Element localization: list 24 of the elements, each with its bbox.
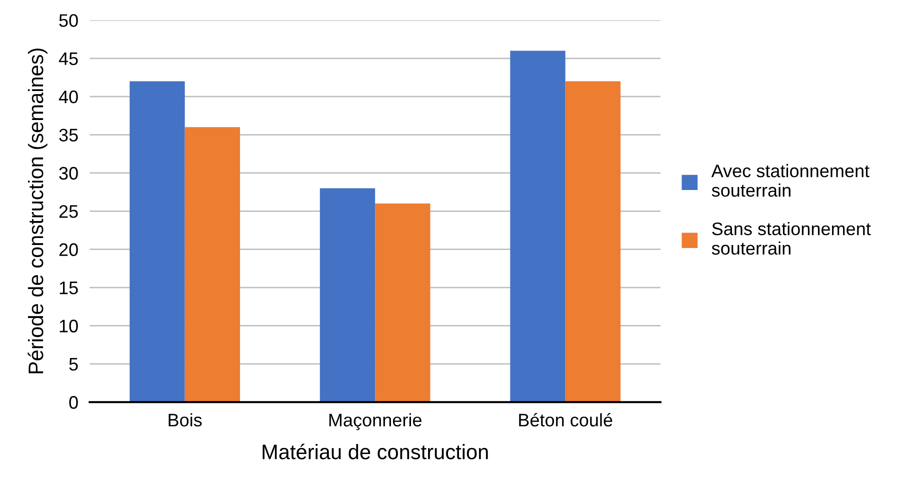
- y-tick-label: 50: [59, 14, 78, 27]
- x-tick-label: Béton coulé: [519, 413, 612, 426]
- y-tick-label: 15: [60, 282, 78, 294]
- x-tick-label: Maçonnerie: [329, 413, 422, 430]
- y-tick-label: 45: [58, 52, 78, 66]
- y-tick-label: 20: [59, 243, 78, 256]
- bar: [320, 188, 376, 402]
- bar: [130, 81, 185, 402]
- legend-label: Sans stationnement souterrain: [712, 222, 871, 255]
- bar: [184, 127, 240, 402]
- bar: [510, 50, 566, 402]
- y-tick-label: 5: [69, 358, 78, 371]
- legend-label: Avec stationnement souterrain: [711, 164, 870, 197]
- y-tick-label: 25: [59, 205, 78, 218]
- x-axis-title: Matériau de construction: [262, 444, 488, 460]
- y-tick-label: 0: [69, 396, 78, 409]
- x-tick-label: Bois: [168, 413, 202, 426]
- bar: [375, 204, 430, 402]
- bar: [565, 81, 621, 402]
- y-axis-title: Période de construction (semaines): [28, 48, 48, 374]
- y-tick-label: 30: [59, 166, 78, 180]
- y-tick-label: 40: [58, 90, 78, 104]
- y-tick-label: 35: [59, 128, 78, 142]
- y-tick-label: 10: [60, 320, 78, 332]
